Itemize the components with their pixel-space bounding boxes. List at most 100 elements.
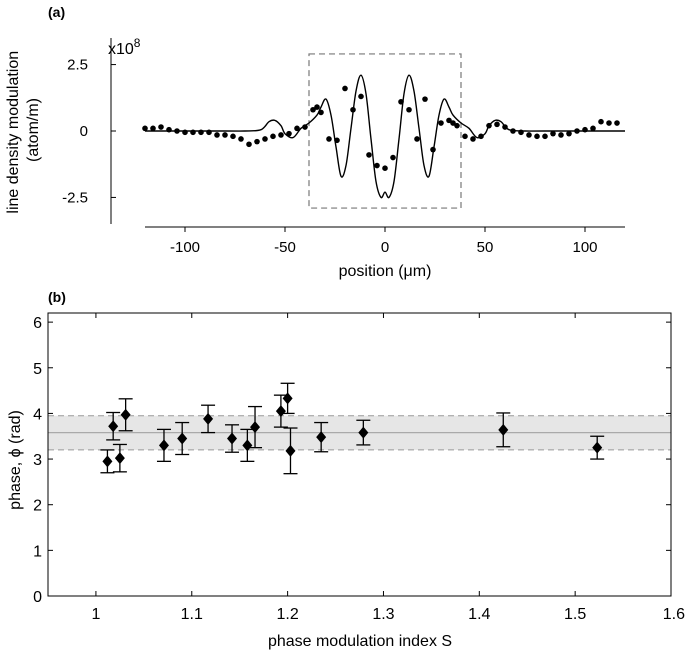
- panel-a-data-point: [238, 136, 244, 142]
- panel-a: (a) x108 line density modulation (atom/m…: [5, 4, 625, 280]
- diamond-marker: [177, 432, 188, 445]
- panel-b-x-tick-label: 1.4: [468, 606, 490, 623]
- panel-b-data-point: [201, 404, 216, 434]
- panel-a-data-point: [438, 120, 444, 126]
- diamond-marker: [250, 421, 261, 434]
- panel-a-data-point: [158, 124, 164, 130]
- panel-b-data-point: [248, 405, 263, 449]
- panel-a-data-point: [278, 132, 284, 138]
- panel-a-data-point: [230, 133, 236, 140]
- panel-b-data-point: [273, 394, 288, 428]
- panel-a-y-tick-label: 2.5: [67, 57, 88, 74]
- panel-a-y-multiplier-base: x10: [108, 41, 134, 58]
- diamond-marker: [108, 420, 119, 433]
- panel-b-data-point: [112, 443, 127, 473]
- panel-b-data-points: [100, 382, 605, 475]
- diamond-marker: [227, 432, 238, 445]
- panel-b-x-tick-label: 1.6: [663, 606, 685, 623]
- panel-a-data-point: [334, 137, 340, 144]
- panel-b-data-point: [100, 449, 115, 474]
- diamond-marker: [316, 431, 327, 444]
- panel-a-data-points: [142, 85, 620, 171]
- panel-b-label: (b): [48, 289, 66, 305]
- panel-a-y-axis-label: line density modulation (atom/m): [5, 46, 42, 213]
- panel-b-data-point: [590, 435, 605, 460]
- panel-a-data-point: [614, 120, 620, 126]
- panel-b-y-tick-label: 4: [33, 406, 42, 423]
- panel-b: (b) phase, ϕ (rad) 0 1 2 3 4 5 6 1 1.1 1.2 1.3 1.4…: [7, 289, 685, 650]
- panel-b-x-tick-label: 1.1: [181, 606, 203, 623]
- panel-a-data-point: [398, 98, 404, 105]
- panel-a-data-point: [470, 136, 476, 142]
- panel-b-data-point: [314, 421, 329, 453]
- panel-b-data-point: [496, 412, 511, 448]
- panel-a-x-tick-label: 50: [477, 239, 494, 256]
- panel-a-data-point: [318, 109, 324, 116]
- panel-a-data-point: [174, 128, 180, 134]
- panel-b-y-tick-label: 2: [33, 498, 42, 515]
- panel-b-data-point: [356, 419, 371, 446]
- panel-a-data-point: [454, 122, 460, 129]
- diamond-marker: [285, 444, 296, 457]
- panel-a-data-point: [294, 125, 300, 132]
- panel-b-y-tick-label: 1: [33, 543, 42, 560]
- panel-a-x-axis-label: position (μm): [339, 263, 432, 280]
- panel-a-label: (a): [48, 4, 65, 20]
- panel-a-x-ticks: -100 -50 0 50 100: [170, 227, 598, 256]
- panel-a-data-point: [142, 125, 148, 132]
- panel-a-data-point: [310, 106, 316, 113]
- panel-b-data-point: [283, 427, 298, 475]
- panel-a-y-axis-label-line-1: line density modulation: [5, 51, 22, 214]
- panel-a-data-point: [502, 124, 508, 130]
- panel-b-y-tick-label: 6: [33, 315, 42, 332]
- panel-a-data-point: [382, 165, 388, 171]
- panel-a-data-point: [374, 162, 380, 169]
- panel-a-y-ticks: 2.5 0 -2.5: [62, 57, 116, 206]
- panel-a-data-point: [262, 136, 268, 142]
- panel-a-data-point: [342, 85, 348, 92]
- panel-a-data-point: [526, 132, 532, 138]
- diamond-marker: [592, 441, 603, 454]
- panel-a-data-point: [302, 124, 308, 130]
- panel-a-data-point: [166, 126, 172, 133]
- panel-a-x-tick-label: -100: [170, 239, 200, 256]
- panel-a-model-curve: [145, 74, 625, 199]
- panel-b-y-tick-label: 5: [33, 361, 42, 378]
- panel-a-y-multiplier-exp: 8: [134, 36, 141, 50]
- panel-a-x-tick-label: 0: [381, 239, 389, 256]
- panel-a-data-point: [542, 133, 548, 140]
- panel-a-y-axis-label-line-2: (atom/m): [25, 98, 42, 162]
- diamond-marker: [498, 423, 509, 436]
- panel-a-data-point: [534, 133, 540, 140]
- panel-a-data-point: [350, 106, 356, 113]
- panel-a-data-point: [478, 133, 484, 140]
- panel-a-data-point: [582, 126, 588, 133]
- panel-a-data-point: [606, 120, 612, 126]
- panel-a-data-point: [494, 121, 500, 128]
- panel-a-data-point: [314, 104, 320, 110]
- panel-b-data-point: [106, 411, 121, 441]
- panel-a-data-point: [414, 136, 420, 142]
- panel-a-data-point: [182, 129, 188, 136]
- panel-a-data-point: [286, 130, 292, 137]
- panel-b-x-tick-label: 1.2: [276, 606, 298, 623]
- panel-b-y-tick-label: 3: [33, 452, 42, 469]
- panel-a-data-point: [450, 120, 456, 126]
- panel-b-data-point: [118, 398, 133, 432]
- panel-b-y-axis-label: phase, ϕ (rad): [7, 410, 24, 510]
- panel-a-data-point: [390, 154, 396, 161]
- diamond-marker: [282, 392, 293, 405]
- panel-b-data-point: [225, 424, 240, 453]
- panel-b-y-tick-label: 0: [33, 589, 42, 606]
- panel-b-x-ticks: 1 1.1 1.2 1.3 1.4 1.5 1.6: [91, 313, 685, 623]
- panel-b-x-tick-label: 1: [91, 606, 100, 623]
- panel-a-data-point: [214, 132, 220, 138]
- panel-a-data-point: [566, 130, 572, 137]
- panel-b-data-point: [156, 428, 171, 462]
- panel-a-y-tick-label: -2.5: [62, 189, 88, 206]
- panel-b-data-point: [240, 428, 255, 462]
- panel-b-data-point: [280, 382, 295, 415]
- panel-a-data-point: [462, 133, 468, 140]
- panel-b-data-point: [175, 421, 190, 456]
